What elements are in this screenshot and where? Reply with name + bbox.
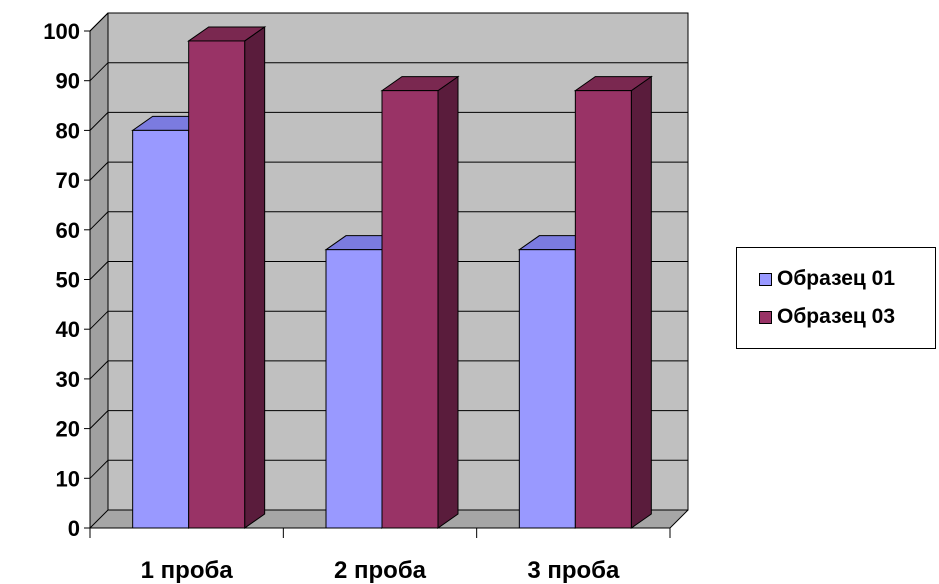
legend: Образец 01 Образец 03 bbox=[736, 247, 936, 349]
bar-side bbox=[630, 75, 652, 529]
y-tick-label: 60 bbox=[56, 218, 80, 243]
bar-side bbox=[437, 75, 459, 529]
x-category-label: 3 проба bbox=[527, 557, 620, 584]
y-tick-label: 100 bbox=[43, 19, 80, 44]
bar-front bbox=[132, 129, 190, 529]
floor-edge bbox=[669, 509, 689, 529]
legend-label-series-1: Образец 01 bbox=[777, 267, 896, 290]
bar-front bbox=[574, 90, 632, 529]
y-tick-label: 10 bbox=[56, 466, 80, 491]
bar bbox=[380, 75, 460, 529]
legend-item-series-1: Образец 01 bbox=[759, 260, 935, 298]
y-tick-label: 30 bbox=[56, 367, 80, 392]
bar bbox=[187, 25, 267, 529]
bar-front bbox=[381, 90, 439, 529]
legend-swatch-series-2 bbox=[759, 310, 772, 324]
bar-side bbox=[244, 25, 266, 529]
legend-swatch-series-1 bbox=[759, 272, 772, 286]
y-tick-label: 40 bbox=[56, 317, 80, 342]
y-tick-label: 50 bbox=[56, 268, 80, 293]
bar-front bbox=[188, 40, 246, 529]
y-tick-label: 80 bbox=[56, 118, 80, 143]
legend-item-series-2: Образец 03 bbox=[759, 298, 935, 336]
legend-label-series-2: Образец 03 bbox=[777, 305, 896, 328]
bar-front bbox=[518, 249, 576, 529]
y-tick-label: 90 bbox=[56, 69, 80, 94]
y-tick-label: 20 bbox=[56, 417, 80, 442]
y-tick-label: 70 bbox=[56, 168, 80, 193]
wall-edge bbox=[89, 12, 109, 32]
bar-front bbox=[325, 249, 383, 529]
bar bbox=[573, 75, 653, 529]
x-category-label: 2 проба bbox=[334, 557, 427, 584]
y-tick-label: 0 bbox=[68, 516, 80, 541]
x-category-label: 1 проба bbox=[141, 557, 234, 584]
